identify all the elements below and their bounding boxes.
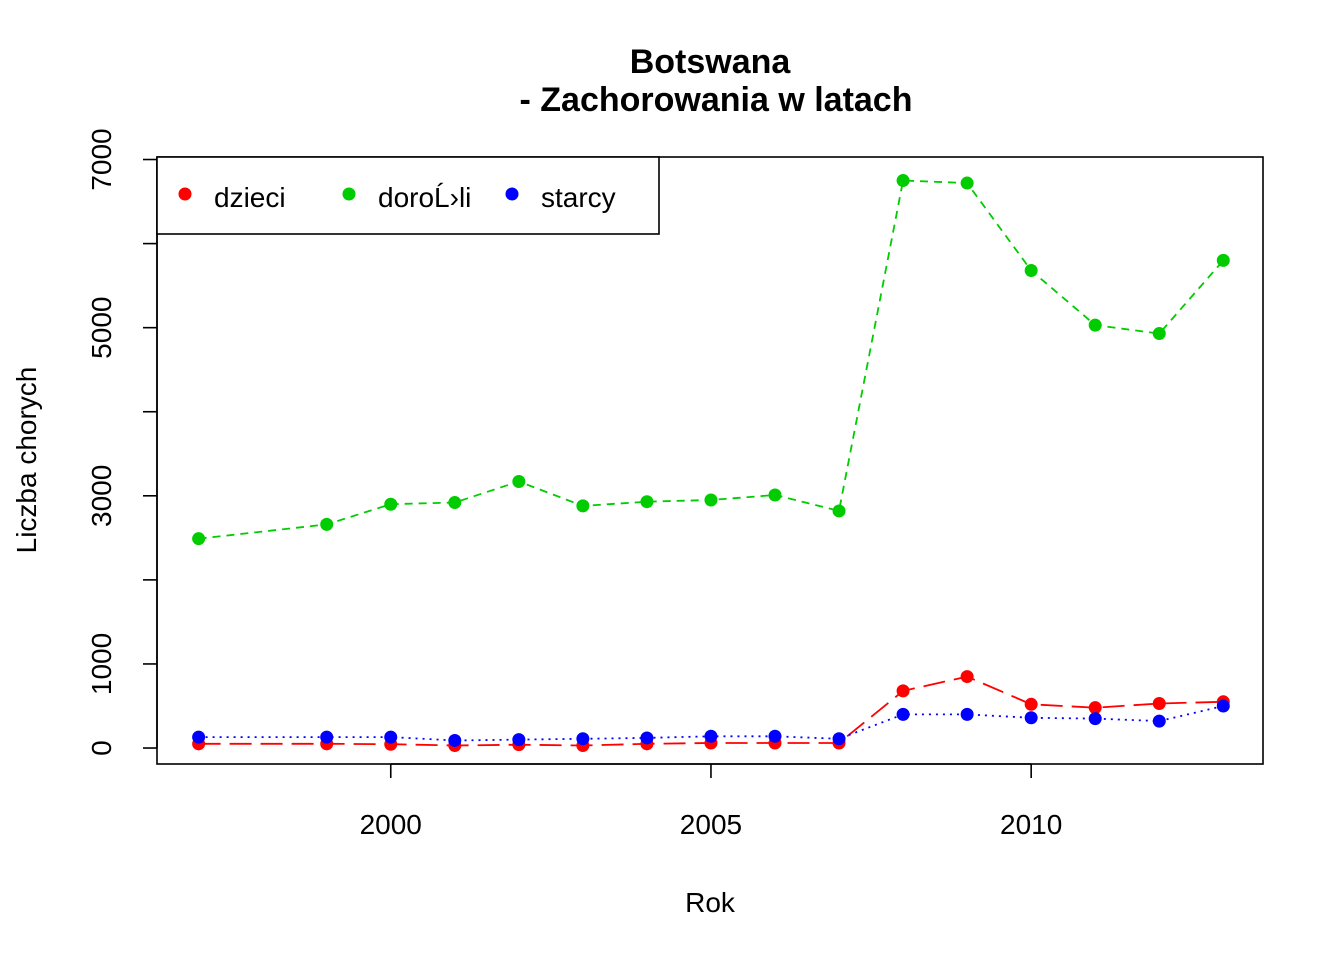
data-point-1-2003 xyxy=(576,499,590,513)
data-point-2-1999 xyxy=(320,730,334,744)
data-point-0-2010 xyxy=(1024,697,1038,711)
data-point-1-2008 xyxy=(896,174,910,188)
x-tick-label-2005: 2005 xyxy=(680,809,742,840)
data-point-2-2000 xyxy=(384,730,398,744)
legend-marker-2 xyxy=(505,187,519,201)
x-tick-label-2010: 2010 xyxy=(1000,809,1062,840)
y-tick-label-0: 0 xyxy=(86,740,117,756)
data-point-1-2007 xyxy=(832,504,846,518)
data-point-2-2005 xyxy=(704,729,718,743)
data-point-1-2001 xyxy=(448,496,462,510)
data-point-2-2007 xyxy=(832,732,846,746)
data-point-2-2008 xyxy=(896,707,910,721)
data-point-2-2002 xyxy=(512,733,526,747)
y-tick-label-3000: 3000 xyxy=(86,465,117,527)
chart-title-line-2: - Zachorowania w latach xyxy=(520,81,913,119)
data-point-2-2010 xyxy=(1024,711,1038,725)
legend-label-2: starcy xyxy=(541,182,616,213)
legend-marker-1 xyxy=(342,187,356,201)
data-point-1-2013 xyxy=(1216,253,1230,267)
data-point-1-2005 xyxy=(704,493,718,507)
data-point-1-2012 xyxy=(1152,327,1166,341)
x-axis-label: Rok xyxy=(685,887,736,918)
data-point-1-2011 xyxy=(1088,318,1102,332)
data-point-2-2003 xyxy=(576,732,590,746)
y-axis: 0 1000 3000 5000 7000 xyxy=(86,128,158,756)
series-line-0 xyxy=(198,675,1224,747)
data-point-2-2009 xyxy=(960,707,974,721)
data-point-0-2012 xyxy=(1152,696,1166,710)
series-layer xyxy=(192,174,1230,753)
data-point-0-2008 xyxy=(896,684,910,698)
series-2 xyxy=(192,699,1230,747)
legend-marker-0 xyxy=(178,187,192,201)
data-point-1-1997 xyxy=(192,532,206,546)
legend: dzieci doroĹ›li starcy xyxy=(156,156,660,235)
data-point-1-2000 xyxy=(384,497,398,511)
x-tick-label-2000: 2000 xyxy=(360,809,422,840)
data-point-1-2010 xyxy=(1024,263,1038,277)
data-point-2-2001 xyxy=(448,733,462,747)
y-tick-label-1000: 1000 xyxy=(86,633,117,695)
data-point-2-2011 xyxy=(1088,712,1102,726)
data-point-2-2004 xyxy=(640,731,654,745)
series-1 xyxy=(192,174,1230,546)
data-point-2-1997 xyxy=(192,730,206,744)
data-point-2-2006 xyxy=(768,729,782,743)
data-point-1-2002 xyxy=(512,475,526,489)
series-line-1 xyxy=(198,179,1224,540)
series-line-2 xyxy=(198,705,1224,742)
x-axis: 2000 2005 2010 xyxy=(360,763,1062,840)
chart-title-line-1: Botswana xyxy=(630,43,792,81)
data-point-0-2009 xyxy=(960,670,974,684)
legend-label-0: dzieci xyxy=(214,182,286,213)
plot-frame xyxy=(156,156,1264,765)
data-point-1-2004 xyxy=(640,495,654,509)
data-point-0-2011 xyxy=(1088,701,1102,715)
legend-box xyxy=(156,156,660,235)
y-axis-label: Liczba chorych xyxy=(11,367,42,554)
data-point-2-2012 xyxy=(1152,714,1166,728)
y-tick-label-5000: 5000 xyxy=(86,297,117,359)
y-tick-label-7000: 7000 xyxy=(86,128,117,190)
data-point-1-2006 xyxy=(768,488,782,502)
data-point-2-2013 xyxy=(1216,699,1230,713)
data-point-1-2009 xyxy=(960,176,974,190)
data-point-1-1999 xyxy=(320,517,334,531)
legend-label-1: doroĹ›li xyxy=(378,182,471,213)
